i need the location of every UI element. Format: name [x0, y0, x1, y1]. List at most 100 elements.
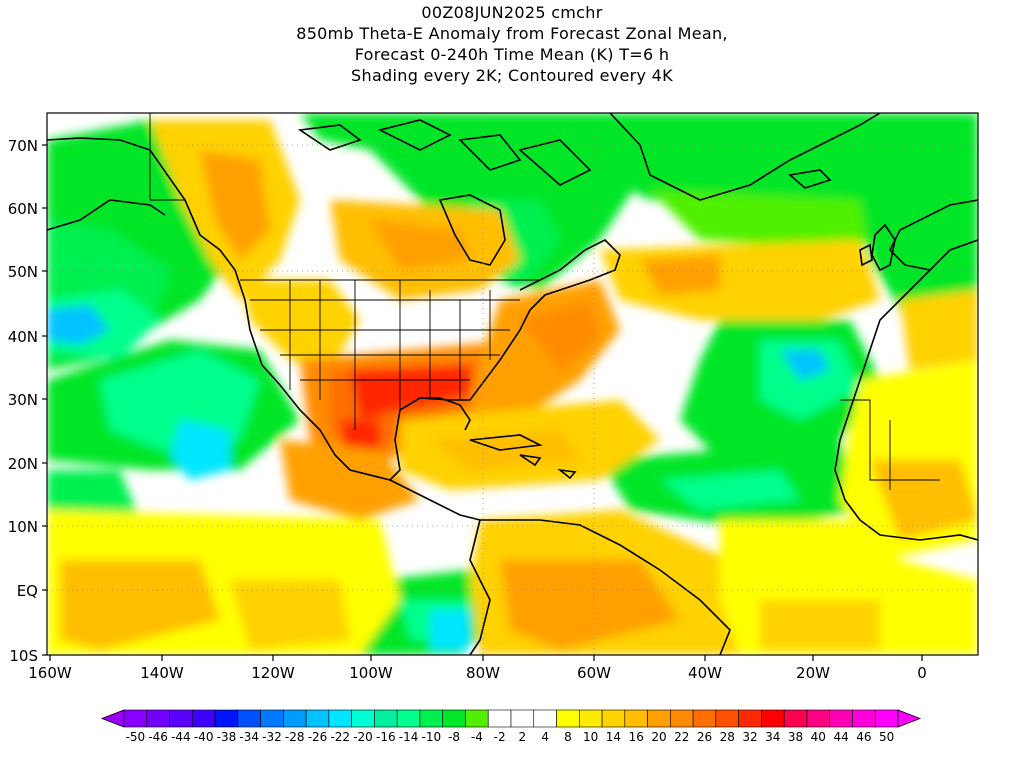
lon-label: 60W	[577, 664, 611, 682]
lat-label: 40N	[8, 328, 38, 346]
lat-label: EQ	[17, 582, 38, 600]
lon-label: 0	[917, 664, 927, 682]
colorbar-overflow-triangle	[897, 709, 922, 728]
longitude-labels: 160W 140W 120W 100W 80W 60W 40W 20W 0	[28, 664, 927, 682]
colorbar-label: 8	[564, 730, 572, 744]
colorbar-swatch	[237, 709, 261, 728]
lon-label: 40W	[688, 664, 722, 682]
lat-label: 10N	[8, 518, 38, 536]
colorbar-label: -14	[399, 730, 419, 744]
colorbar-label: -46	[148, 730, 168, 744]
lon-label: 140W	[140, 664, 184, 682]
gridlines	[47, 113, 978, 655]
colorbar-label: 32	[742, 730, 757, 744]
colorbar-swatch	[487, 709, 512, 728]
colorbar-label: 44	[833, 730, 848, 744]
map-frame	[46, 112, 979, 656]
chart-title: 00Z08JUN2025 cmchr 850mb Theta-E Anomaly…	[0, 2, 1024, 86]
colorbar-swatch	[419, 709, 444, 728]
colorbar-swatch	[146, 709, 170, 728]
coastlines	[47, 113, 978, 655]
lon-label: 100W	[349, 664, 393, 682]
colorbar-label: -50	[126, 730, 146, 744]
colorbar-label: -2	[494, 730, 506, 744]
colorbar-label: 14	[606, 730, 621, 744]
colorbar-swatch	[442, 709, 466, 728]
colorbar-swatch	[374, 709, 398, 728]
colorbar-label: 2	[519, 730, 527, 744]
colorbar-label: -28	[285, 730, 305, 744]
colorbar-label: 16	[629, 730, 644, 744]
colorbar-label: -40	[194, 730, 214, 744]
colorbar-label: 20	[651, 730, 666, 744]
colorbar-label: 10	[583, 730, 598, 744]
colorbar-swatch	[715, 709, 739, 728]
colorbar-swatch	[806, 709, 831, 728]
colorbar-swatch	[123, 709, 148, 728]
colorbar-label: -44	[171, 730, 191, 744]
colorbar-swatch	[533, 709, 557, 728]
colorbar-label: 34	[765, 730, 780, 744]
colorbar-label: 4	[541, 730, 549, 744]
colorbar-swatch	[260, 709, 284, 728]
colorbar-swatch	[783, 709, 808, 728]
lat-label: 70N	[8, 137, 38, 155]
colorbar-swatch	[556, 709, 580, 728]
title-line-1: 00Z08JUN2025 cmchr	[421, 3, 603, 22]
lon-label: 160W	[28, 664, 72, 682]
latitude-labels: 70N 60N 50N 40N 30N 20N 10N EQ 10S	[8, 137, 38, 665]
colorbar-swatch	[214, 709, 239, 728]
colorbar-swatch	[465, 709, 489, 728]
colorbar-swatch	[578, 709, 603, 728]
lon-label: 120W	[251, 664, 295, 682]
colorbar-swatch	[305, 709, 330, 728]
colorbar-swatch	[351, 709, 375, 728]
colorbar-label: -8	[448, 730, 460, 744]
colorbar-label: 28	[720, 730, 735, 744]
lon-label: 80W	[466, 664, 500, 682]
colorbar-label: 50	[879, 730, 894, 744]
colorbar-label: -26	[308, 730, 328, 744]
title-line-4: Shading every 2K; Contoured every 4K	[351, 66, 673, 85]
colorbar-swatch	[761, 709, 785, 728]
colorbar-swatch	[647, 709, 671, 728]
lat-label: 60N	[8, 200, 38, 218]
colorbar-swatch	[692, 709, 717, 728]
colorbar-swatch	[601, 709, 626, 728]
colorbar-label: 26	[697, 730, 712, 744]
colorbar-swatch	[396, 709, 421, 728]
lat-label: 30N	[8, 391, 38, 409]
colorbar-swatch	[829, 709, 853, 728]
title-line-3: Forecast 0-240h Time Mean (K) T=6 h	[354, 45, 670, 64]
title-line-2: 850mb Theta-E Anomaly from Forecast Zona…	[296, 24, 728, 43]
colorbar-label: -32	[262, 730, 282, 744]
colorbar-swatch	[328, 709, 352, 728]
colorbar-label: 46	[856, 730, 871, 744]
lon-label: 20W	[796, 664, 830, 682]
lat-label: 20N	[8, 455, 38, 473]
colorbar: -50 -46 -44 -40 -38 -34 -32 -28 -26 -22 -20 -16 -14-…	[100, 709, 922, 744]
anomaly-shading	[47, 113, 978, 655]
colorbar-label: -10	[422, 730, 442, 744]
colorbar-underflow-triangle	[100, 709, 125, 728]
colorbar-swatch	[624, 709, 648, 728]
lat-label: 10S	[9, 647, 38, 665]
colorbar-swatch	[191, 709, 216, 728]
colorbar-label: -38	[217, 730, 237, 744]
colorbar-swatch	[283, 709, 307, 728]
colorbar-label: 22	[674, 730, 689, 744]
colorbar-label: -22	[330, 730, 350, 744]
political-boundaries	[149, 113, 940, 490]
colorbar-swatch	[169, 709, 193, 728]
colorbar-swatch	[738, 709, 762, 728]
colorbar-label: -20	[353, 730, 373, 744]
colorbar-label: -34	[239, 730, 259, 744]
colorbar-swatch	[510, 709, 535, 728]
colorbar-label: -4	[471, 730, 483, 744]
colorbar-swatch	[874, 709, 899, 728]
colorbar-label: 38	[788, 730, 803, 744]
colorbar-swatch	[670, 709, 694, 728]
colorbar-swatch	[852, 709, 876, 728]
colorbar-label: 40	[811, 730, 826, 744]
